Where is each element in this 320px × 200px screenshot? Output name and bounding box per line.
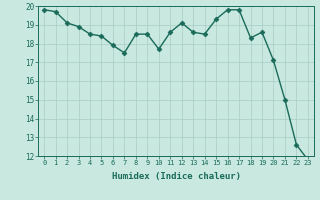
X-axis label: Humidex (Indice chaleur): Humidex (Indice chaleur) (111, 172, 241, 181)
